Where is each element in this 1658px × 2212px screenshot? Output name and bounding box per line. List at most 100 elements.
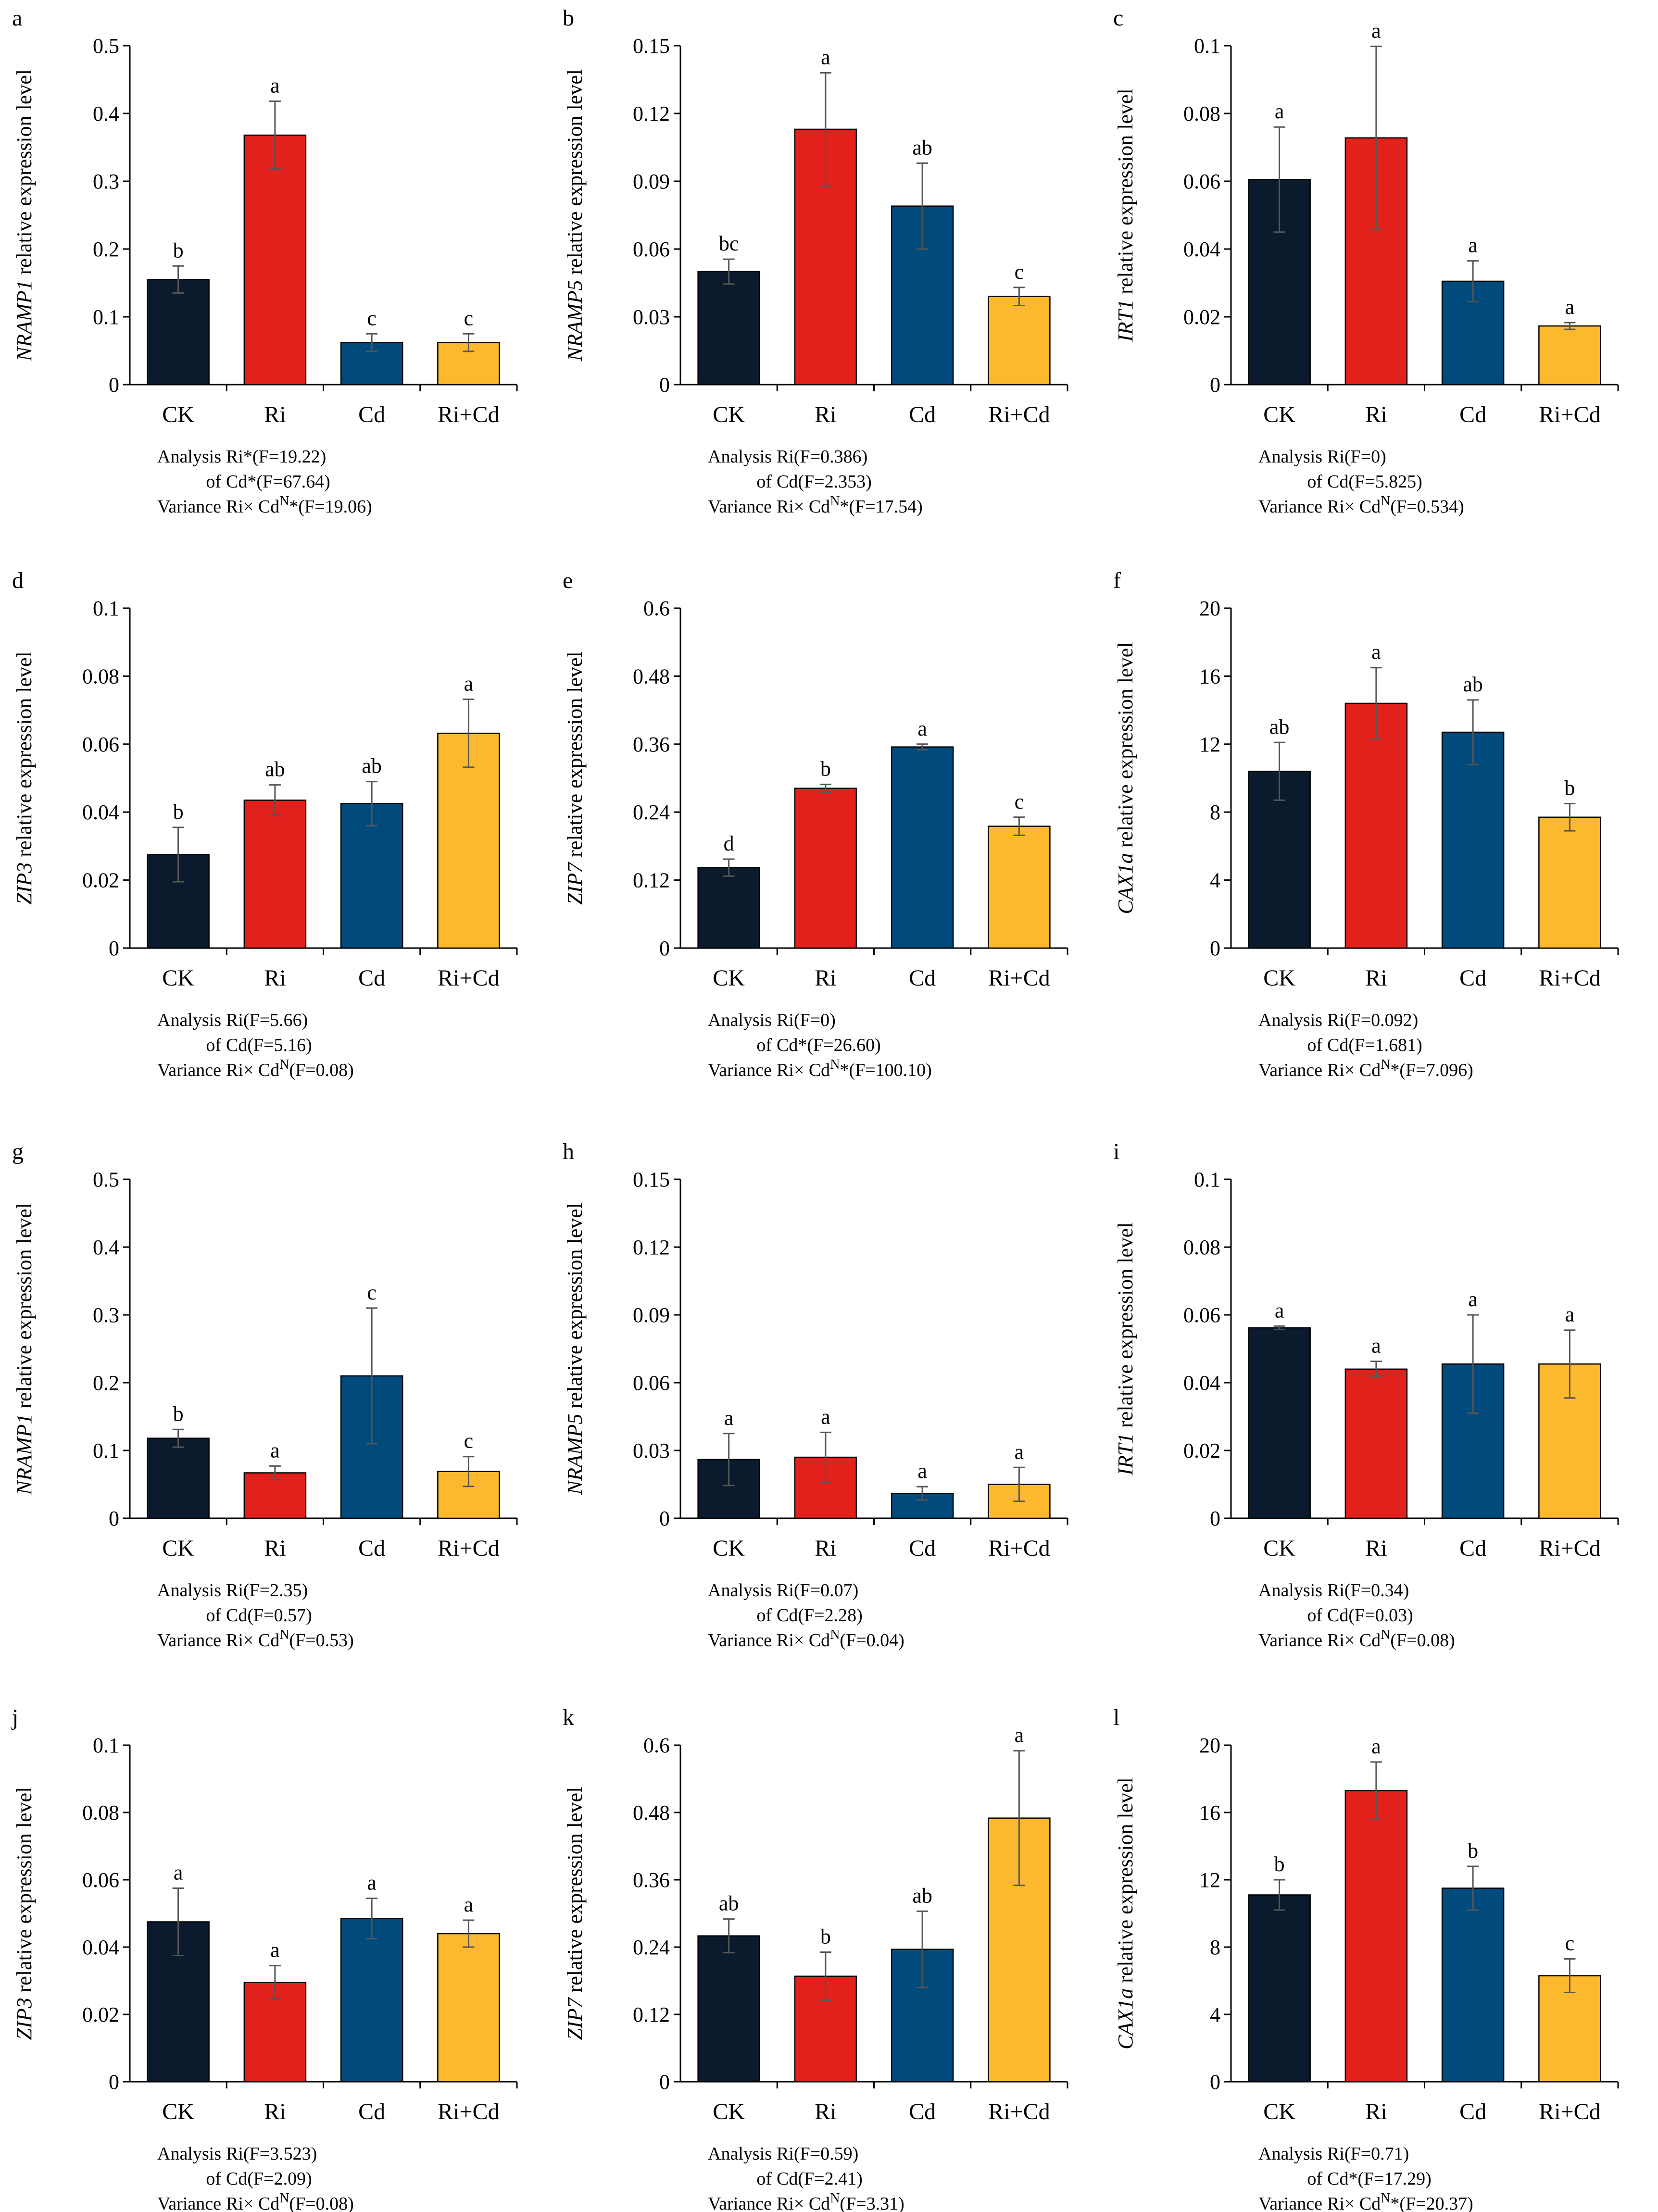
x-category-label: Cd: [909, 965, 936, 991]
x-category-label: Cd: [1459, 1536, 1486, 1561]
anova-text-part: *(F=17.54): [840, 497, 922, 517]
anova-text-part: Ri× Cd: [1327, 497, 1381, 517]
anova-superscript: N: [279, 2191, 289, 2206]
anova-superscript: N: [1381, 494, 1390, 509]
y-tick-label: 0.04: [82, 800, 119, 824]
significance-letter: a: [724, 1406, 734, 1430]
bar-ri-cd: [1538, 1975, 1601, 2083]
anova-row-label: Analysis: [157, 447, 221, 467]
anova-text-part: Cd*(F=67.64): [226, 472, 330, 492]
anova-row-label: of: [756, 1605, 772, 1625]
y-axis-label: ZIP7 relative expression level: [563, 1787, 587, 2040]
significance-letter: a: [1371, 640, 1381, 664]
anova-superscript: N: [830, 494, 840, 509]
x-category-label: Ri+Cd: [438, 402, 499, 427]
anova-row-label: Variance: [157, 2194, 221, 2212]
panel-letter: c: [1113, 5, 1123, 31]
x-category-label: Ri: [815, 1536, 836, 1561]
significance-letter: a: [1468, 234, 1478, 257]
bar-ck: [697, 271, 760, 386]
x-category-label: Ri+Cd: [1539, 965, 1600, 991]
anova-text-part: Ri(F=0): [1327, 447, 1386, 467]
x-category-label: Ri+Cd: [1539, 2099, 1600, 2125]
bar-cd: [1441, 1887, 1505, 2083]
y-tick-label: 0.1: [93, 1439, 119, 1462]
significance-letter: ab: [1463, 673, 1483, 696]
y-tick-label: 0.1: [1194, 34, 1220, 58]
anova-text-part: (F=0.08): [289, 1060, 353, 1080]
y-axis-label-suffix: relative expression level: [13, 1203, 36, 1414]
y-tick-label: 0.06: [1183, 1303, 1220, 1327]
anova-value: Cd*(F=26.60): [777, 1035, 881, 1055]
y-tick-label: 16: [1199, 1801, 1220, 1825]
anova-superscript: N: [1381, 1057, 1390, 1072]
significance-letter: bc: [719, 232, 739, 255]
significance-letter: b: [173, 1402, 184, 1425]
y-tick-label: 0: [109, 2070, 119, 2094]
anova-value: Ri(F=0.34): [1327, 1580, 1409, 1600]
x-category-label: CK: [713, 2099, 745, 2125]
anova-text-part: (F=0.08): [1390, 1630, 1455, 1650]
anova-value: Cd(F=2.09): [226, 2169, 312, 2189]
bar-ri-cd: [988, 825, 1051, 949]
bar-ri-cd: [1538, 325, 1601, 386]
significance-letter: c: [1565, 1932, 1575, 1955]
anova-row-label: Variance: [157, 1630, 221, 1650]
anova-superscript: N: [1381, 1627, 1390, 1642]
anova-text-part: Ri(F=0.34): [1327, 1580, 1409, 1600]
anova-superscript: N: [830, 2191, 840, 2206]
anova-value: Ri× CdN(F=0.08): [226, 1057, 354, 1081]
y-axis-label-gene: NRAMP5: [563, 280, 587, 362]
panel-letter: j: [11, 1705, 18, 1730]
panel-letter: e: [563, 568, 573, 593]
anova-value: Ri× CdN(F=0.08): [1327, 1627, 1455, 1651]
significance-letter: c: [367, 306, 377, 330]
x-category-label: CK: [713, 965, 745, 991]
anova-text-part: Cd*(F=26.60): [777, 1035, 881, 1055]
y-axis-label-suffix: relative expression level: [1114, 88, 1137, 300]
chart-panel-d: d 0 0.02 0.04 0.06 0.08 0.1 CK Ri Cd Ri+Cd b ab ab a ZI…: [12, 568, 518, 1081]
x-category-label: Cd: [909, 1536, 936, 1561]
anova-row-label: Analysis: [708, 447, 772, 467]
anova-row-label: Variance: [1258, 1060, 1322, 1080]
y-tick-label: 12: [1199, 1868, 1220, 1892]
panel-letter: h: [563, 1139, 574, 1164]
anova-text-part: Ri(F=0.386): [777, 447, 867, 467]
anova-text-part: Ri(F=0): [777, 1010, 836, 1030]
anova-text-part: (F=0.04): [840, 1630, 904, 1650]
significance-letter: a: [270, 1938, 280, 1962]
chart-panel-i: i 0 0.02 0.04 0.06 0.08 0.1 CK Ri Cd Ri+Cd a a a a IRT1…: [1113, 1139, 1619, 1651]
anova-row-label: Variance: [708, 1630, 772, 1650]
panel-letter: b: [563, 5, 574, 31]
anova-text-part: (F=0.08): [289, 2194, 353, 2212]
anova-text-part: *(F=20.37): [1390, 2194, 1473, 2212]
significance-letter: c: [464, 306, 474, 330]
panel-letter: d: [12, 568, 24, 593]
y-axis-label-gene: NRAMP1: [13, 1413, 36, 1495]
anova-value: Ri× CdN(F=0.04): [777, 1627, 904, 1651]
x-category-label: CK: [162, 1536, 194, 1561]
anova-value: Ri× CdN*(F=17.54): [777, 494, 923, 517]
significance-letter: a: [917, 717, 927, 740]
y-tick-label: 0.5: [93, 34, 119, 58]
bar-ck: [1248, 1327, 1311, 1519]
y-tick-label: 0.02: [82, 869, 119, 892]
anova-row-label: of: [756, 2169, 772, 2189]
x-category-label: CK: [162, 965, 194, 991]
anova-value: Cd(F=2.41): [777, 2169, 863, 2189]
x-category-label: Ri: [264, 1536, 286, 1561]
anova-text-part: Ri*(F=19.22): [226, 447, 326, 467]
anova-row-label: Analysis: [157, 1010, 221, 1030]
anova-text-part: Ri× Cd: [226, 2194, 279, 2212]
y-tick-label: 0.3: [93, 170, 119, 193]
anova-text-part: Ri× Cd: [777, 497, 830, 517]
anova-text-part: Ri× Cd: [777, 1060, 830, 1080]
anova-row-label: Variance: [1258, 2194, 1322, 2212]
x-category-label: Ri+Cd: [438, 2099, 499, 2125]
y-tick-label: 0.04: [1183, 237, 1220, 261]
y-axis-label-gene: ZIP3: [13, 862, 36, 905]
y-tick-label: 0.4: [93, 1236, 119, 1259]
anova-value: Ri× CdN(F=0.53): [226, 1627, 354, 1651]
anova-value: Cd(F=2.353): [777, 472, 872, 492]
anova-value: Ri(F=0): [777, 1010, 836, 1030]
